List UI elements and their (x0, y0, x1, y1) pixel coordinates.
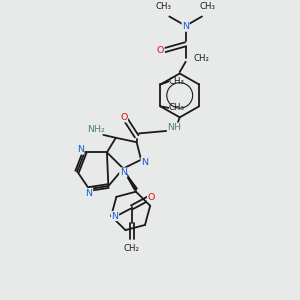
Text: N: N (77, 145, 84, 154)
Text: CH₃: CH₃ (168, 77, 184, 86)
Text: CH₃: CH₃ (168, 103, 184, 112)
Text: N: N (141, 158, 148, 166)
Text: CH₃: CH₃ (200, 2, 216, 11)
Text: N: N (120, 168, 127, 177)
Text: CH₂: CH₂ (124, 244, 140, 253)
Polygon shape (123, 170, 137, 190)
Text: CH₃: CH₃ (155, 2, 171, 11)
Text: O: O (148, 193, 155, 202)
Text: O: O (157, 46, 164, 55)
Text: N: N (85, 189, 93, 198)
Text: NH₂: NH₂ (88, 124, 105, 134)
Text: N: N (182, 22, 189, 31)
Text: CH₂: CH₂ (193, 54, 209, 63)
Text: O: O (120, 113, 128, 122)
Text: N: N (112, 212, 118, 220)
Text: NH: NH (167, 123, 182, 132)
